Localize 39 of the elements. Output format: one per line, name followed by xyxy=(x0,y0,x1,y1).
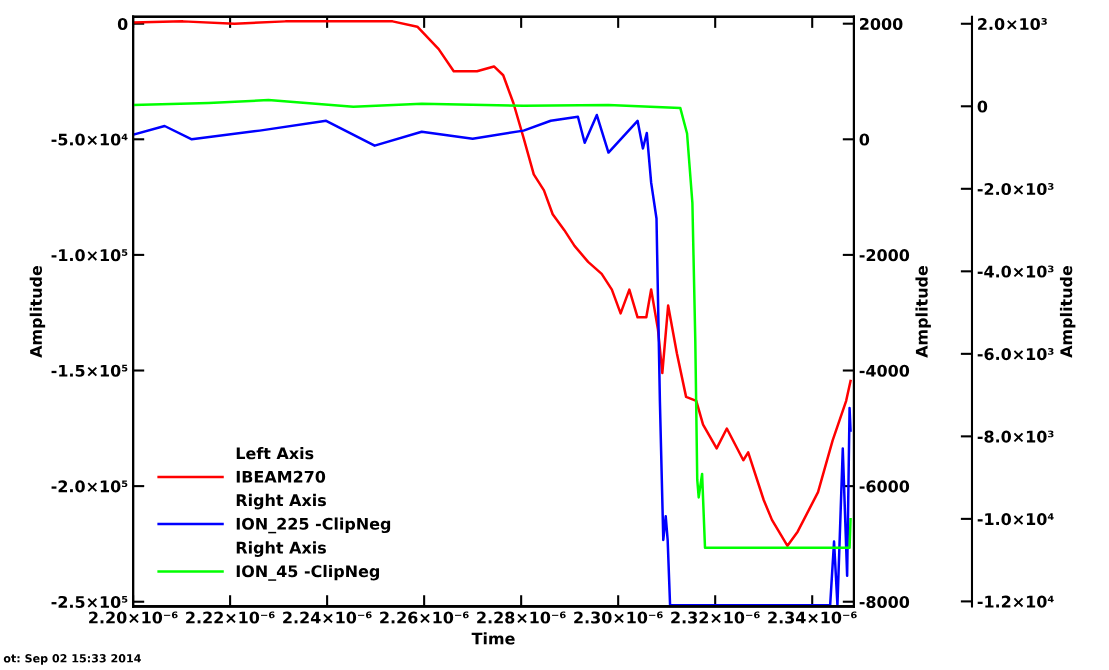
y2-tick-label: -6000 xyxy=(859,480,910,493)
x-tick-label: 2.26×10⁻⁶ xyxy=(380,611,469,624)
y3-tick-label: -2.0×10³ xyxy=(977,183,1054,196)
x-tick-label: 2.34×10⁻⁶ xyxy=(768,611,857,624)
annotation: Right Axis xyxy=(236,541,326,557)
x-tick-label: 2.32×10⁻⁶ xyxy=(671,611,760,624)
annotation: Right Axis xyxy=(236,493,326,510)
y-axis-title: Amplitude xyxy=(29,265,46,358)
y-tick-label: 0 xyxy=(117,17,128,30)
y3-tick-label: 0 xyxy=(977,100,988,113)
legend-label: ION_225 -ClipNeg xyxy=(236,517,391,534)
x-tick-label: 2.28×10⁻⁶ xyxy=(477,611,566,624)
y2-tick-label: -2000 xyxy=(859,249,910,262)
y3-tick-label: -8.0×10³ xyxy=(977,430,1054,443)
y-tick-label: -5.0×10⁴ xyxy=(51,133,128,146)
annotation: Left Axis xyxy=(236,446,314,460)
y2-tick-label: -8000 xyxy=(859,595,910,609)
y-tick-label: -2.5×10⁵ xyxy=(51,595,128,609)
text: ot: Sep 02 15:33 2014 xyxy=(3,654,141,665)
x-tick-label: 2.20×10⁻⁶ xyxy=(89,611,178,624)
x-tick-label: 2.24×10⁻⁶ xyxy=(283,611,372,624)
y3-tick-label: -1.0×10⁴ xyxy=(977,513,1054,526)
legend-label: IBEAM270 xyxy=(236,470,326,483)
y-tick-label: -2.0×10⁵ xyxy=(51,480,128,493)
y3-tick-label: 2.0×10³ xyxy=(978,17,1047,31)
y-tick-label: -1.5×10⁵ xyxy=(51,364,128,377)
y2-tick-label: 0 xyxy=(859,133,870,146)
y3-tick-label: -4.0×10³ xyxy=(977,265,1054,278)
y3-tick-label: -1.2×10⁴ xyxy=(977,595,1054,608)
y-tick-label: -1.0×10⁵ xyxy=(51,249,128,262)
y3-axis-title: Amplitude xyxy=(1059,265,1076,358)
x-tick-label: 2.30×10⁻⁶ xyxy=(574,611,663,624)
x-tick-label: 2.22×10⁻⁶ xyxy=(186,611,275,624)
y2-tick-label: 2000 xyxy=(860,17,903,30)
y2-tick-label: -4000 xyxy=(859,364,910,377)
legend-label: ION_45 -ClipNeg xyxy=(236,564,379,581)
y2-axis-title: Amplitude xyxy=(915,265,931,358)
x-axis-title: Time xyxy=(471,632,515,645)
y3-tick-label: -6.0×10³ xyxy=(977,348,1054,361)
